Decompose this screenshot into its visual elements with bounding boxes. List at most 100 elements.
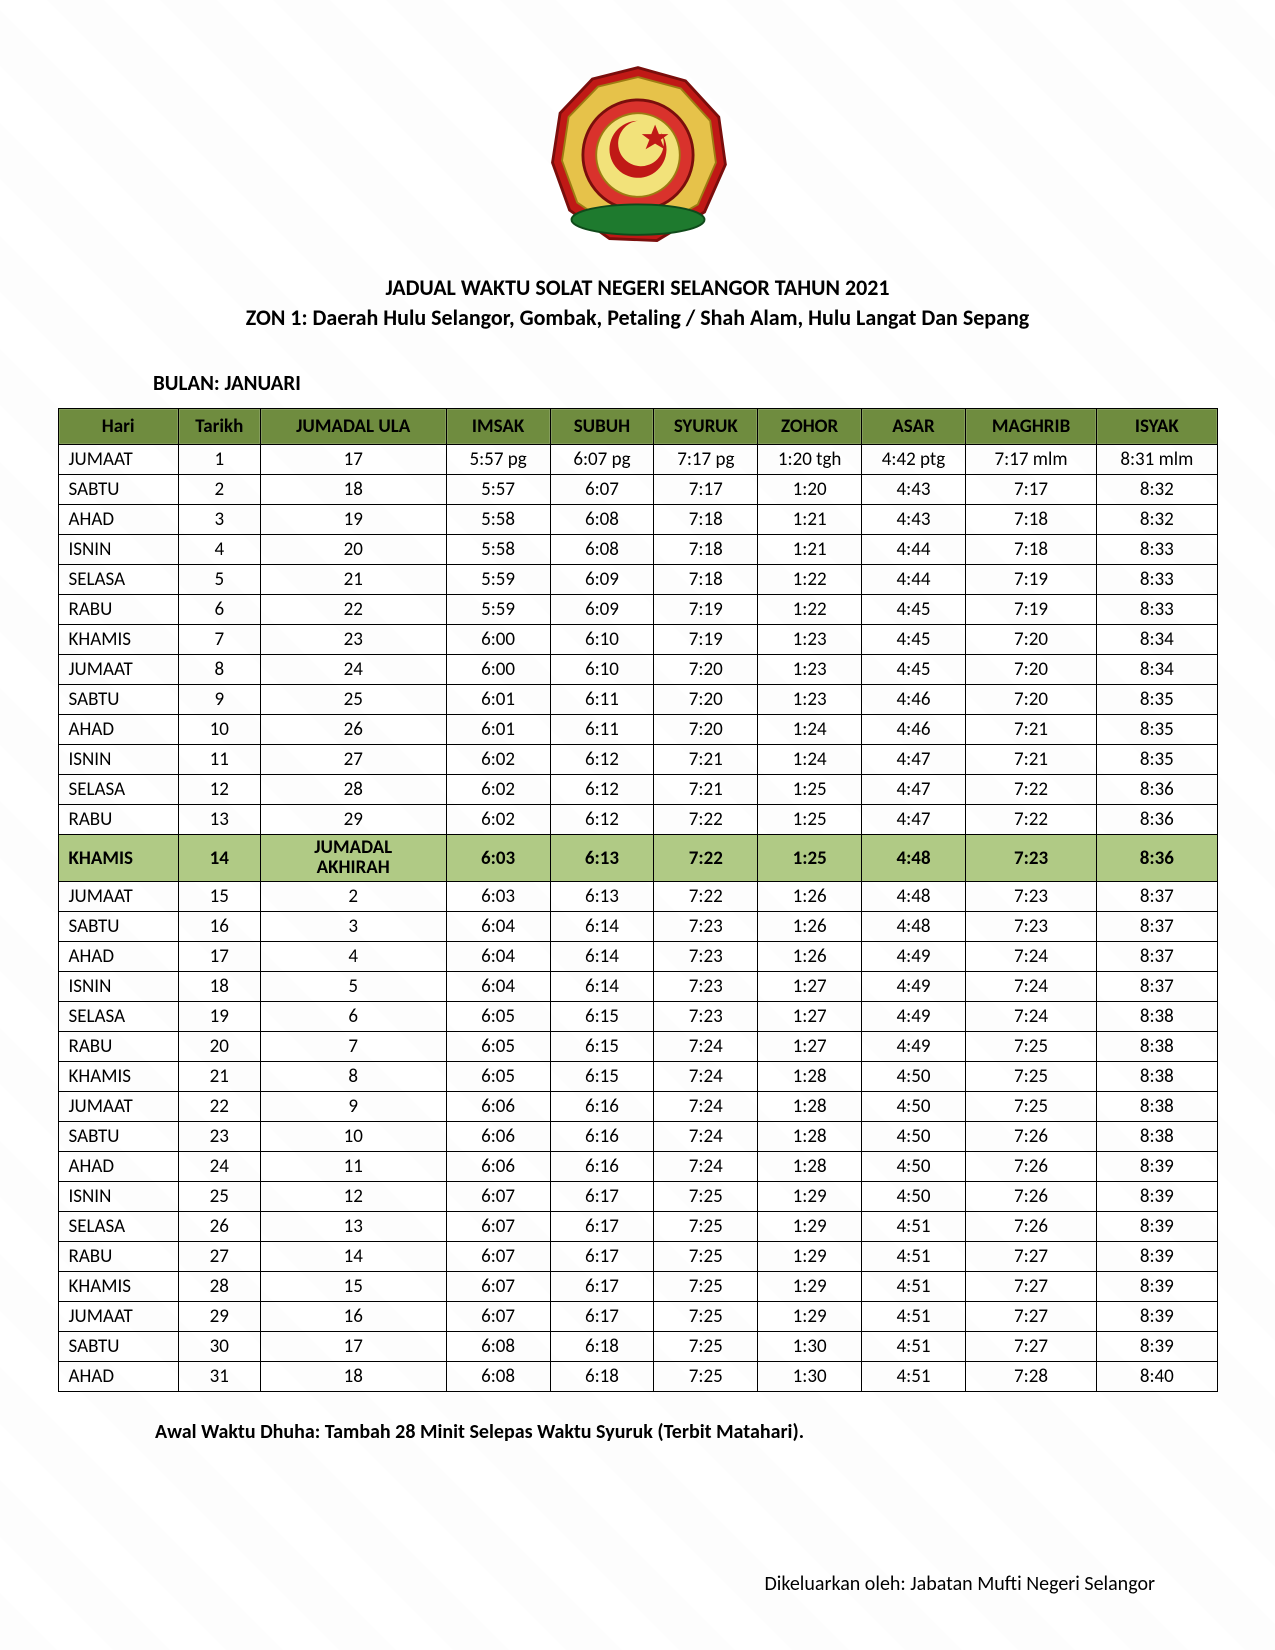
cell-subuh: 6:16: [550, 1092, 654, 1122]
cell-asar: 4:51: [862, 1242, 966, 1272]
cell-maghrib: 7:17: [965, 475, 1096, 505]
table-row: AHAD10266:016:117:201:244:467:218:35: [58, 715, 1217, 745]
cell-subuh: 6:07 pg: [550, 445, 654, 475]
cell-subuh: 6:08: [550, 535, 654, 565]
cell-imsak: 6:06: [446, 1122, 550, 1152]
cell-hijri: 15: [260, 1272, 446, 1302]
cell-tarikh: 28: [178, 1272, 260, 1302]
cell-hari: JUMAAT: [58, 655, 178, 685]
cell-hari: SELASA: [58, 565, 178, 595]
table-row: ISNIN25126:076:177:251:294:507:268:39: [58, 1182, 1217, 1212]
cell-asar: 4:44: [862, 565, 966, 595]
cell-asar: 4:51: [862, 1362, 966, 1392]
cell-hijri: 9: [260, 1092, 446, 1122]
cell-syuruk: 7:17 pg: [654, 445, 758, 475]
cell-maghrib: 7:18: [965, 535, 1096, 565]
cell-hari: JUMAAT: [58, 1302, 178, 1332]
cell-subuh: 6:11: [550, 685, 654, 715]
cell-asar: 4:46: [862, 715, 966, 745]
table-row: ISNIN4205:586:087:181:214:447:188:33: [58, 535, 1217, 565]
cell-imsak: 6:02: [446, 805, 550, 835]
cell-hari: KHAMIS: [58, 835, 178, 882]
cell-syuruk: 7:23: [654, 942, 758, 972]
cell-isyak: 8:40: [1097, 1362, 1217, 1392]
cell-hijri: 4: [260, 942, 446, 972]
cell-zohor: 1:30: [758, 1362, 862, 1392]
cell-maghrib: 7:20: [965, 685, 1096, 715]
cell-isyak: 8:37: [1097, 882, 1217, 912]
table-row: JUMAAT8246:006:107:201:234:457:208:34: [58, 655, 1217, 685]
column-header: SUBUH: [550, 409, 654, 445]
column-header: ISYAK: [1097, 409, 1217, 445]
cell-hari: AHAD: [58, 1362, 178, 1392]
table-row: JUMAAT1526:036:137:221:264:487:238:37: [58, 882, 1217, 912]
prayer-times-table: HariTarikhJUMADAL ULAIMSAKSUBUHSYURUKZOH…: [58, 408, 1218, 1392]
issuer-footer: Dikeluarkan oleh: Jabatan Mufti Negeri S…: [765, 1572, 1156, 1596]
table-row: SABTU30176:086:187:251:304:517:278:39: [58, 1332, 1217, 1362]
cell-tarikh: 31: [178, 1362, 260, 1392]
cell-zohor: 1:29: [758, 1272, 862, 1302]
cell-syuruk: 7:19: [654, 595, 758, 625]
cell-hari: KHAMIS: [58, 625, 178, 655]
table-row: RABU6225:596:097:191:224:457:198:33: [58, 595, 1217, 625]
cell-maghrib: 7:26: [965, 1122, 1096, 1152]
cell-syuruk: 7:21: [654, 745, 758, 775]
cell-isyak: 8:39: [1097, 1302, 1217, 1332]
table-row: KHAMIS28156:076:177:251:294:517:278:39: [58, 1272, 1217, 1302]
cell-tarikh: 4: [178, 535, 260, 565]
cell-asar: 4:51: [862, 1212, 966, 1242]
cell-hijri: 18: [260, 475, 446, 505]
cell-imsak: 6:03: [446, 882, 550, 912]
cell-hari: RABU: [58, 595, 178, 625]
cell-imsak: 6:00: [446, 655, 550, 685]
cell-syuruk: 7:25: [654, 1182, 758, 1212]
cell-asar: 4:49: [862, 972, 966, 1002]
cell-asar: 4:51: [862, 1302, 966, 1332]
cell-asar: 4:45: [862, 625, 966, 655]
cell-hijri: 27: [260, 745, 446, 775]
cell-isyak: 8:37: [1097, 912, 1217, 942]
cell-isyak: 8:38: [1097, 1122, 1217, 1152]
cell-zohor: 1:23: [758, 655, 862, 685]
cell-hijri: 17: [260, 445, 446, 475]
table-row: KHAMIS2186:056:157:241:284:507:258:38: [58, 1062, 1217, 1092]
cell-hari: SABTU: [58, 912, 178, 942]
cell-asar: 4:43: [862, 505, 966, 535]
cell-zohor: 1:28: [758, 1062, 862, 1092]
table-row: AHAD31186:086:187:251:304:517:288:40: [58, 1362, 1217, 1392]
cell-asar: 4:49: [862, 942, 966, 972]
cell-maghrib: 7:22: [965, 805, 1096, 835]
cell-zohor: 1:29: [758, 1182, 862, 1212]
cell-isyak: 8:39: [1097, 1152, 1217, 1182]
cell-imsak: 5:57: [446, 475, 550, 505]
cell-zohor: 1:26: [758, 912, 862, 942]
cell-subuh: 6:18: [550, 1332, 654, 1362]
cell-hijri: JUMADALAKHIRAH: [260, 835, 446, 882]
cell-maghrib: 7:19: [965, 595, 1096, 625]
table-row: ISNIN11276:026:127:211:244:477:218:35: [58, 745, 1217, 775]
cell-hari: JUMAAT: [58, 882, 178, 912]
cell-syuruk: 7:20: [654, 685, 758, 715]
cell-imsak: 6:08: [446, 1332, 550, 1362]
cell-zohor: 1:20 tgh: [758, 445, 862, 475]
cell-subuh: 6:13: [550, 835, 654, 882]
cell-tarikh: 30: [178, 1332, 260, 1362]
cell-maghrib: 7:27: [965, 1302, 1096, 1332]
cell-syuruk: 7:20: [654, 655, 758, 685]
cell-tarikh: 11: [178, 745, 260, 775]
column-header: Hari: [58, 409, 178, 445]
cell-hari: AHAD: [58, 715, 178, 745]
cell-subuh: 6:17: [550, 1182, 654, 1212]
cell-subuh: 6:16: [550, 1152, 654, 1182]
cell-isyak: 8:39: [1097, 1272, 1217, 1302]
cell-zohor: 1:29: [758, 1212, 862, 1242]
cell-asar: 4:45: [862, 655, 966, 685]
cell-asar: 4:48: [862, 835, 966, 882]
table-row: JUMAAT29166:076:177:251:294:517:278:39: [58, 1302, 1217, 1332]
cell-tarikh: 1: [178, 445, 260, 475]
cell-syuruk: 7:23: [654, 972, 758, 1002]
cell-imsak: 6:04: [446, 912, 550, 942]
cell-maghrib: 7:19: [965, 565, 1096, 595]
cell-hijri: 7: [260, 1032, 446, 1062]
dhuha-note: Awal Waktu Dhuha: Tambah 28 Minit Selepa…: [155, 1420, 1220, 1444]
